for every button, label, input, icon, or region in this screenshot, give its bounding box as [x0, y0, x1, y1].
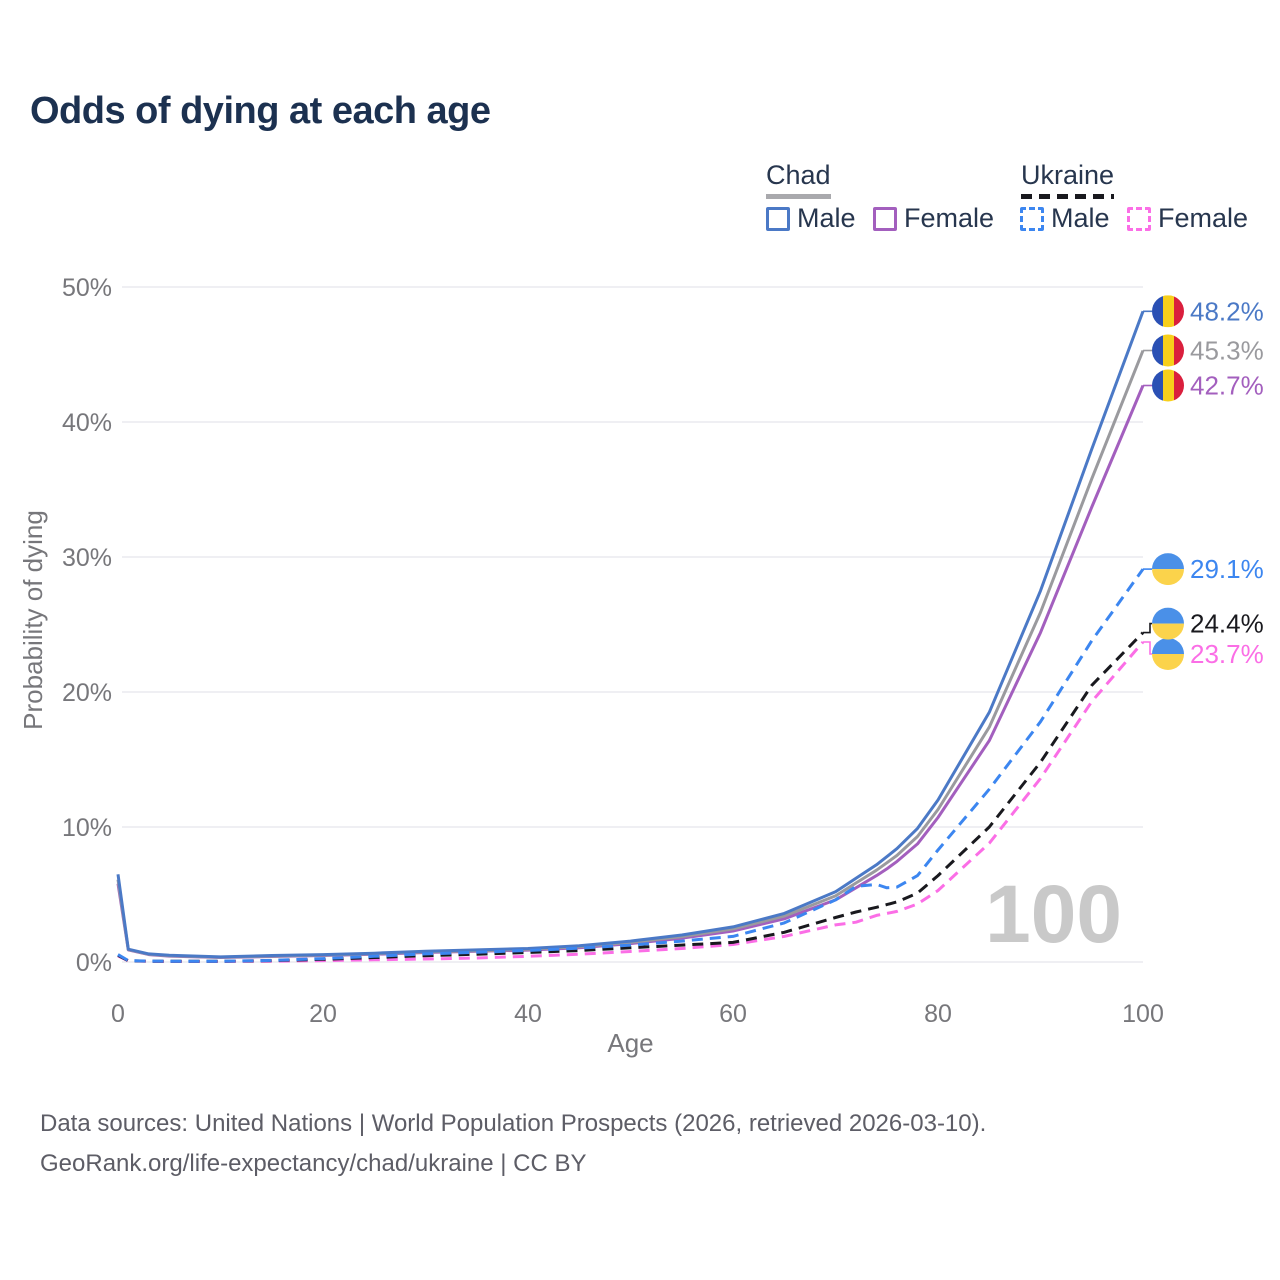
y-tick-label: 40%	[62, 409, 112, 437]
x-tick-label: 40	[514, 1000, 542, 1028]
ukraine-male-swatch	[1020, 206, 1044, 231]
y-tick-label: 20%	[62, 679, 112, 707]
chad-line-style-swatch	[766, 194, 831, 199]
chad-flag-icon	[1152, 334, 1184, 367]
label-connector	[1143, 641, 1152, 655]
legend-item-chad-female[interactable]: Female	[873, 203, 994, 234]
x-axis-title: Age	[607, 1028, 653, 1058]
legend-country-chad-label: Chad	[766, 160, 831, 190]
end-label-chad-female: 42.7%	[1190, 371, 1264, 401]
end-label-chad-both-sexes: 45.3%	[1190, 336, 1264, 366]
end-label-ukraine-male: 29.1%	[1190, 554, 1264, 584]
end-label-chad-male: 48.2%	[1190, 296, 1264, 326]
ukraine-flag-icon	[1152, 607, 1184, 640]
chad-female-swatch	[873, 206, 897, 231]
x-tick-label: 60	[719, 1000, 747, 1028]
chad-flag-icon	[1152, 369, 1184, 402]
legend-country-ukraine: Ukraine	[1021, 160, 1115, 199]
y-tick-label: 50%	[62, 274, 112, 302]
x-tick-label: 0	[111, 1000, 125, 1028]
x-tick-label: 80	[924, 1000, 952, 1028]
label-connector	[1143, 622, 1152, 634]
footer: Data sources: United Nations | World Pop…	[40, 1104, 986, 1184]
ukraine-flag-icon	[1152, 638, 1184, 670]
legend-item-chad-female-label: Female	[904, 203, 995, 233]
series-ukraine-female[interactable]	[117, 641, 1145, 963]
ukraine-flag-icon	[1152, 553, 1184, 586]
y-tick-label: 10%	[62, 814, 112, 842]
ukraine-female-swatch	[1127, 206, 1151, 231]
series-ukraine-male[interactable]	[117, 568, 1145, 963]
attribution-line[interactable]: GeoRank.org/life-expectancy/chad/ukraine…	[40, 1150, 587, 1177]
end-label-ukraine-female: 23.7%	[1190, 639, 1264, 669]
series-chad-male[interactable]	[116, 310, 1145, 959]
end-label-ukraine-both-sexes: 24.4%	[1190, 609, 1264, 639]
legend-country-chad: Chad	[766, 160, 831, 199]
chad-flag-icon	[1152, 295, 1184, 328]
legend-item-chad-male[interactable]: Male	[766, 203, 856, 234]
y-axis-title: Probability of dying	[18, 510, 48, 730]
legend-item-ukraine-male[interactable]: Male	[1020, 203, 1110, 234]
watermark: 100	[985, 869, 1122, 960]
legend-item-chad-male-label: Male	[797, 203, 856, 233]
legend-country-ukraine-label: Ukraine	[1021, 160, 1115, 190]
x-tick-label: 100	[1122, 1000, 1164, 1028]
y-tick-label: 30%	[62, 544, 112, 572]
data-sources-line: Data sources: United Nations | World Pop…	[40, 1110, 987, 1137]
legend-item-ukraine-male-label: Male	[1051, 203, 1110, 233]
y-tick-label: 0%	[76, 949, 112, 977]
legend-item-ukraine-female-label: Female	[1158, 203, 1249, 233]
legend-item-ukraine-female[interactable]: Female	[1127, 203, 1248, 234]
series-chad-both-sexes[interactable]	[116, 349, 1145, 959]
x-tick-label: 20	[309, 1000, 337, 1028]
chad-male-swatch	[766, 206, 790, 231]
ukraine-line-style-swatch	[1021, 194, 1115, 199]
page-title: Odds of dying at each age	[30, 90, 491, 132]
series-ukraine-both-sexes[interactable]	[117, 631, 1145, 963]
